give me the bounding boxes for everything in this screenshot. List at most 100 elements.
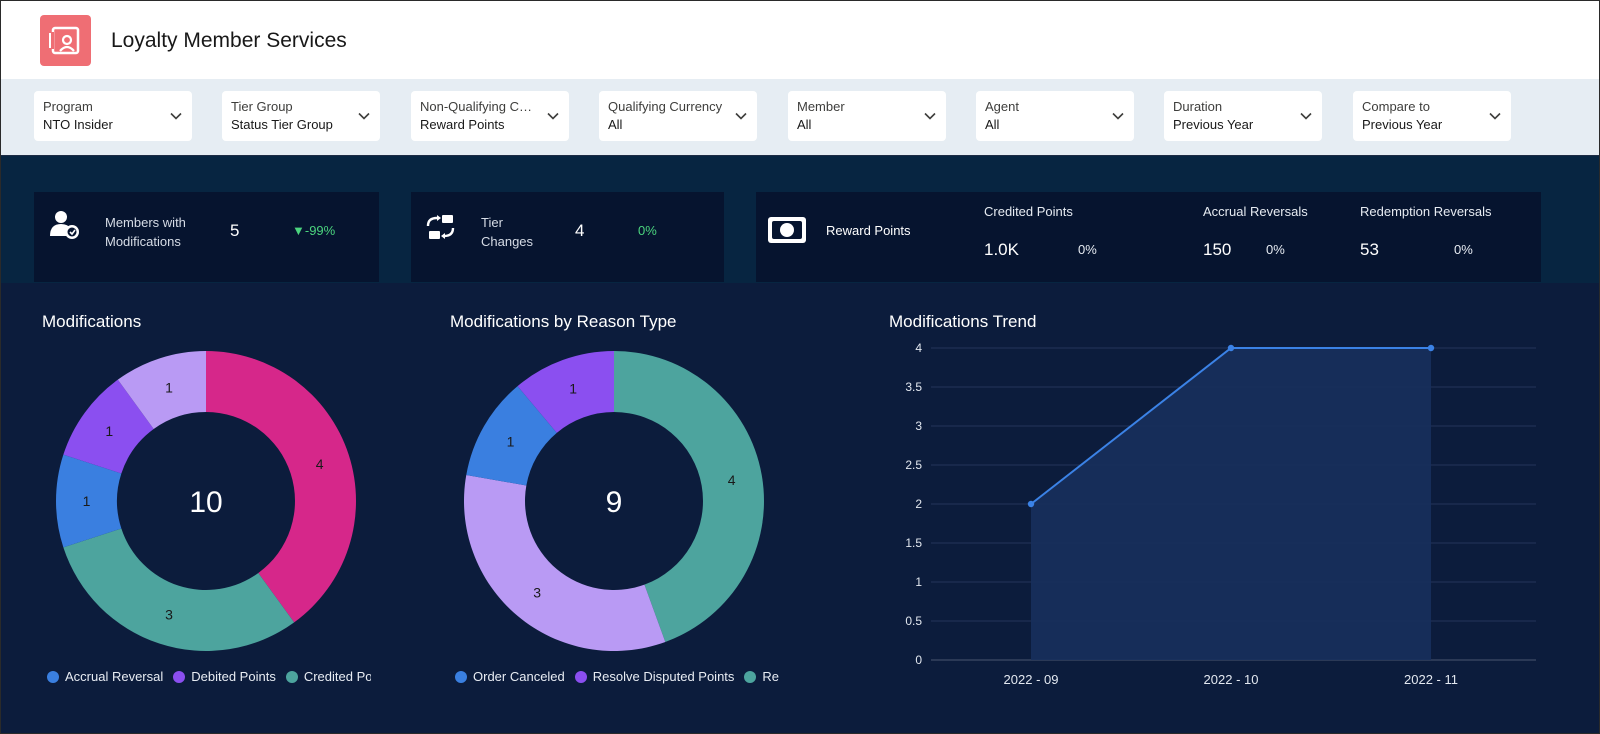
filter-value: All [797,117,916,132]
filter-label: Program [43,99,162,114]
accrual-reversals-value: 150 [1203,240,1231,260]
legend-dot-icon [47,671,59,683]
modifications-legend-item-1[interactable]: Debited Points [173,669,276,684]
modifications-slice-label-4: 1 [165,379,173,395]
filter-label: Tier Group [231,99,350,114]
legend-label: Debited Points [191,669,276,684]
legend-label: Accrual Reversal [65,669,163,684]
kpi-tiers-label-2: Changes [481,234,533,249]
trend-y-tick-0: 0 [915,653,922,667]
filter-tier-group[interactable]: Tier Group Status Tier Group [222,91,380,141]
kpi-card-members[interactable]: Members with Modifications 5 ▼-99% [34,192,379,282]
legend-dot-icon [744,671,756,683]
trend-y-tick-5: 2.5 [905,458,922,472]
redemption-reversals-change: 0% [1454,242,1473,257]
trend-point-1[interactable] [1228,345,1234,351]
filter-label: Non-Qualifying Curre... [420,99,539,114]
swap-icon [426,213,456,243]
filter-qualifying-currency[interactable]: Qualifying Currency All [599,91,757,141]
legend-label: Res [762,669,779,684]
filter-program[interactable]: Program NTO Insider [34,91,192,141]
credited-points-label: Credited Points [984,204,1073,219]
app-header: Loyalty Member Services [1,1,1599,79]
reason-slice-1[interactable] [464,475,665,651]
chevron-down-icon [1300,110,1312,122]
chevron-down-icon [358,110,370,122]
kpi-members-label-2: Modifications [105,234,181,249]
filter-compare-to[interactable]: Compare to Previous Year [1353,91,1511,141]
kpi-tiers-change: 0% [638,223,657,238]
trend-y-tick-6: 3 [915,419,922,433]
trend-y-tick-4: 2 [915,497,922,511]
modifications-slice-0[interactable] [206,351,356,622]
trend-y-tick-7: 3.5 [905,380,922,394]
contact-card-icon [40,15,91,66]
legend-dot-icon [575,671,587,683]
modifications-slice-label-1: 3 [165,607,173,623]
redemption-reversals-label: Redemption Reversals [1360,204,1492,219]
modifications-slice-label-0: 4 [316,456,324,472]
filter-label: Qualifying Currency [608,99,727,114]
trend-point-2[interactable] [1428,345,1434,351]
filter-value: All [985,117,1104,132]
reason-legend-item-1[interactable]: Resolve Disputed Points [575,669,735,684]
reason-legend-item-0[interactable]: Order Canceled [455,669,565,684]
modifications-title: Modifications [42,312,141,332]
trend-y-tick-2: 1 [915,575,922,589]
modifications-slice-label-2: 1 [83,493,91,509]
reason-slice-label-3: 1 [569,381,577,397]
legend-dot-icon [286,671,298,683]
filter-agent[interactable]: Agent All [976,91,1134,141]
app-title: Loyalty Member Services [111,29,347,53]
kpi-members-change: ▼-99% [292,223,335,238]
reason-legend-item-2[interactable]: Res [744,669,779,684]
modifications-legend[interactable]: Accrual Reversal Debited Points Credited P… [47,669,371,686]
dashboard-body: Members with Modifications 5 ▼-99% Tier … [1,156,1599,734]
legend-dot-icon [455,671,467,683]
reason-center-total: 9 [606,486,623,519]
kpi-points-label: Reward Points [826,223,911,238]
kpi-card-tiers[interactable]: Tier Changes 4 0% [411,192,724,282]
trend-y-tick-3: 1.5 [905,536,922,550]
accrual-reversals-change: 0% [1266,242,1285,257]
filter-value: Status Tier Group [231,117,350,132]
legend-dot-icon [173,671,185,683]
user-settings-icon [50,210,80,240]
reason-slice-label-2: 1 [507,433,515,449]
modifications-legend-item-2[interactable]: Credited Poi [286,669,371,684]
chevron-down-icon [924,110,936,122]
reason-type-donut[interactable]: 4 3 1 1 9 [464,351,764,651]
money-icon [767,216,807,244]
filter-duration[interactable]: Duration Previous Year [1164,91,1322,141]
trend-x-tick-1: 2022 - 10 [1204,672,1259,687]
modifications-center-total: 10 [189,486,222,519]
chevron-down-icon [170,110,182,122]
filter-bar: Program NTO Insider Tier Group Status Tier … [1,79,1599,156]
reason-slice-label-0: 4 [728,472,736,488]
kpi-card-reward-points[interactable]: Reward Points Credited Points 1.0K 0% Ac… [756,192,1541,282]
filter-value: Previous Year [1173,117,1292,132]
reason-slice-label-1: 3 [533,585,541,601]
reason-type-legend[interactable]: Order Canceled Resolve Disputed Points Res [455,669,779,686]
modifications-slice-label-3: 1 [105,423,113,439]
trend-chart[interactable]: 0 0.5 1 1.5 2 2.5 3 3.5 4 2022 - 09 2022 - 10 2022 … [881,334,1541,694]
filter-label: Member [797,99,916,114]
trend-title: Modifications Trend [889,312,1036,332]
legend-label: Credited Poi [304,669,371,684]
filter-label: Compare to [1362,99,1481,114]
trend-y-tick-8: 4 [915,341,922,355]
modifications-slice-1[interactable] [63,529,294,651]
filter-value: NTO Insider [43,117,162,132]
modifications-legend-item-0[interactable]: Accrual Reversal [47,669,163,684]
accrual-reversals-label: Accrual Reversals [1203,204,1308,219]
kpi-members-label-1: Members with [105,215,186,230]
filter-member[interactable]: Member All [788,91,946,141]
filter-non-qualifying-curre[interactable]: Non-Qualifying Curre... Reward Points [411,91,569,141]
trend-point-0[interactable] [1028,501,1034,507]
chevron-down-icon [1112,110,1124,122]
trend-x-tick-0: 2022 - 09 [1004,672,1059,687]
kpi-tiers-label-1: Tier [481,215,503,230]
modifications-donut[interactable]: 4 3 1 1 1 10 [56,351,356,651]
chevron-down-icon [547,110,559,122]
